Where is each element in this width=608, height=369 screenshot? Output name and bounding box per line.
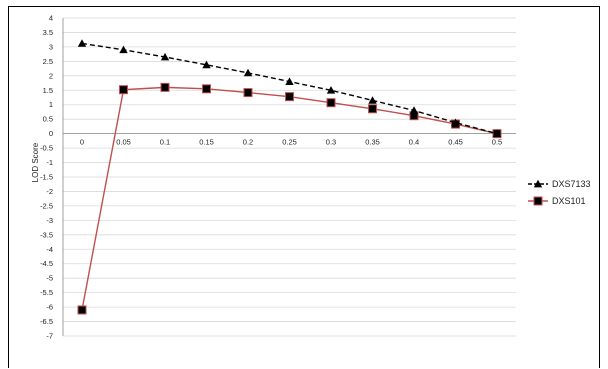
legend-item: DXS7133 bbox=[528, 179, 591, 189]
data-point bbox=[160, 52, 170, 61]
data-point bbox=[202, 84, 211, 94]
data-point bbox=[368, 104, 377, 114]
y-tick-label: -2.5 bbox=[40, 201, 53, 210]
data-point bbox=[492, 129, 502, 137]
data-point bbox=[368, 96, 377, 104]
data-point bbox=[243, 68, 253, 77]
x-tick-label: 0.35 bbox=[365, 138, 380, 147]
data-point bbox=[451, 118, 460, 127]
data-point bbox=[326, 86, 336, 94]
data-point bbox=[409, 106, 419, 114]
y-tick-label: -6.5 bbox=[40, 317, 53, 326]
y-tick-label: -3.5 bbox=[40, 230, 53, 239]
x-tick-label: 0.3 bbox=[326, 138, 336, 147]
x-tick-label: 0.5 bbox=[492, 138, 502, 147]
series-dxs7133 bbox=[77, 39, 502, 137]
data-point bbox=[77, 305, 87, 315]
y-tick-label: 1 bbox=[49, 100, 53, 109]
series-line bbox=[81, 86, 498, 311]
y-tick-label: 0.5 bbox=[43, 115, 53, 124]
y-tick-labels: 4 3.5 3 2.5 2 1.5 1 0.5 0 -0.5 -1 -1.5 -2 -2.5 -3 -3.5 -… bbox=[40, 14, 53, 341]
y-tick-label: -5.5 bbox=[40, 288, 53, 297]
y-tick-label: 1.5 bbox=[43, 86, 53, 95]
x-tick-label: 0.05 bbox=[116, 138, 131, 147]
y-tick-label: -4 bbox=[46, 245, 53, 254]
y-tick-label: 3.5 bbox=[43, 28, 53, 37]
y-tick-label: -4.5 bbox=[40, 259, 53, 268]
y-tick-label: -6 bbox=[46, 303, 53, 312]
data-point bbox=[202, 60, 211, 69]
y-tick-label: -2 bbox=[46, 187, 53, 196]
y-tick-label: -1.5 bbox=[40, 173, 53, 182]
legend-label: DXS7133 bbox=[552, 179, 591, 189]
legend: DXS7133 DXS101 bbox=[528, 179, 591, 206]
y-tick-label: 2.5 bbox=[43, 57, 53, 66]
chart-frame bbox=[8, 6, 600, 368]
x-tick-label: 0 bbox=[80, 138, 84, 147]
y-tick-label: 4 bbox=[49, 14, 53, 23]
x-tick-label: 0.2 bbox=[243, 138, 253, 147]
x-tick-labels: 0 0.05 0.1 0.15 0.2 0.25 0.3 0.35 0.4 0.45 0.5 bbox=[80, 138, 502, 147]
x-tick-label: 0.4 bbox=[409, 138, 419, 147]
grid-lines bbox=[63, 17, 516, 337]
legend-label: DXS101 bbox=[552, 196, 586, 206]
data-point bbox=[77, 39, 87, 47]
legend-marker bbox=[533, 179, 543, 188]
data-point bbox=[119, 45, 128, 54]
data-point bbox=[326, 98, 336, 108]
legend-item: DXS101 bbox=[528, 196, 586, 206]
y-tick-label: -5 bbox=[46, 274, 53, 283]
data-point bbox=[160, 82, 170, 92]
x-tick-label: 0.45 bbox=[448, 138, 463, 147]
data-point bbox=[119, 85, 128, 95]
x-tick-label: 0.15 bbox=[199, 138, 214, 147]
data-point bbox=[285, 92, 294, 102]
y-tick-label: 0 bbox=[49, 129, 53, 138]
y-tick-label: 3 bbox=[49, 42, 53, 51]
series-layer bbox=[77, 39, 502, 315]
y-tick-label: -1 bbox=[46, 158, 53, 167]
y-tick-label: 2 bbox=[49, 71, 53, 80]
y-tick-label: -7 bbox=[46, 332, 53, 341]
y-axis-title: LOD Score bbox=[31, 142, 40, 182]
x-tick-label: 0.1 bbox=[160, 138, 170, 147]
data-point bbox=[285, 77, 294, 85]
y-tick-label: -0.5 bbox=[40, 144, 53, 153]
x-tick-label: 0.25 bbox=[282, 138, 297, 147]
data-point bbox=[243, 88, 253, 98]
legend-marker bbox=[533, 196, 543, 206]
y-tick-label: -3 bbox=[46, 216, 53, 225]
